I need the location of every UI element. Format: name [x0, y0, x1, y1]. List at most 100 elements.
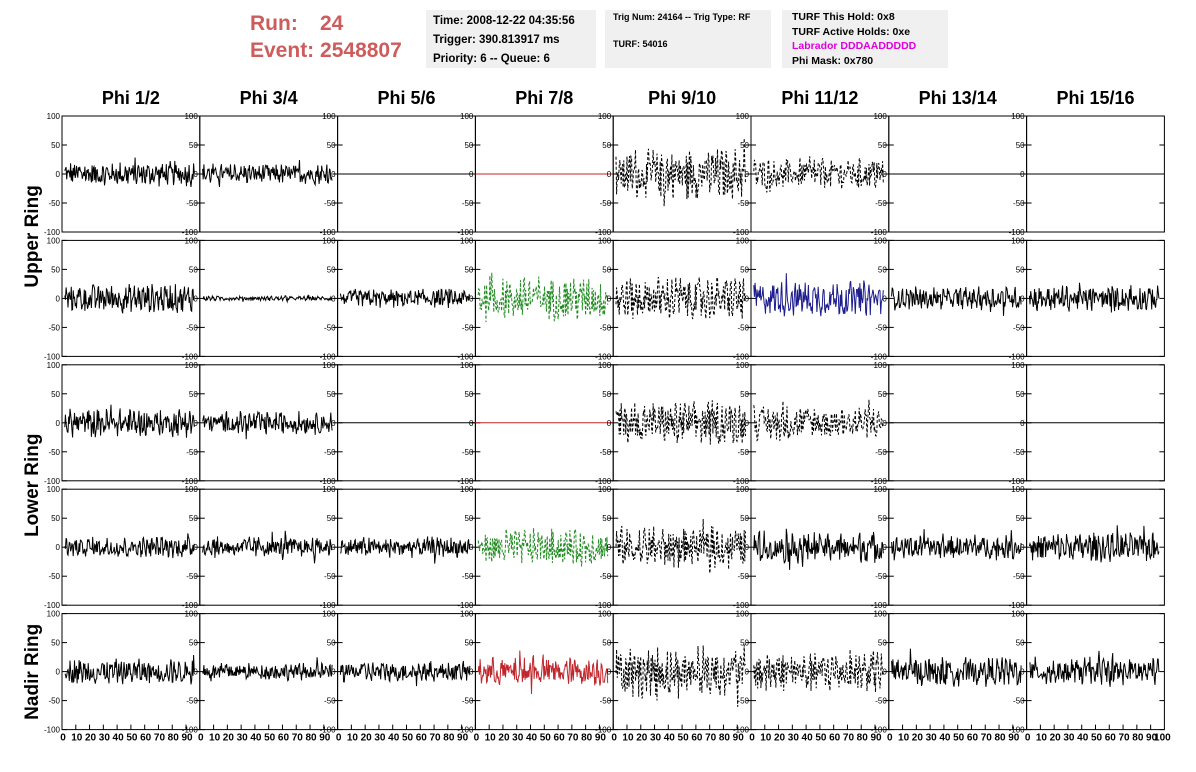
- y-tick-label: 0: [56, 419, 61, 428]
- y-tick-label: 0: [56, 668, 61, 677]
- x-tick-label: 60: [416, 733, 428, 744]
- waveform-trace: [64, 533, 195, 559]
- y-tick-label: 0: [1020, 668, 1025, 677]
- x-tick-label: 90: [457, 733, 469, 744]
- waveform-panel: -100 -50 0 50 100: [871, 236, 1028, 361]
- y-tick-label: -100: [44, 228, 61, 237]
- y-tick-label: 50: [327, 141, 336, 150]
- y-tick-label: 100: [47, 112, 61, 121]
- x-tick-label: 0: [336, 733, 342, 744]
- column-header: Phi 1/2: [102, 88, 160, 108]
- y-tick-label: 100: [322, 485, 336, 494]
- y-tick-label: -50: [875, 697, 887, 706]
- x-tick-label: 80: [719, 733, 731, 744]
- y-tick-label: -50: [737, 697, 749, 706]
- y-tick-label: -50: [324, 448, 336, 457]
- y-tick-label: -50: [462, 572, 474, 581]
- x-tick-label: 20: [774, 733, 786, 744]
- y-tick-label: -50: [737, 448, 749, 457]
- waveform-panel: -100 -50 0 50 100: [182, 236, 339, 361]
- waveform-trace: [1029, 650, 1160, 687]
- waveform-panel: -100 -50 0 50 100: [182, 112, 339, 237]
- y-tick-label: -100: [595, 228, 612, 237]
- x-tick-label: 90: [870, 733, 882, 744]
- y-tick-label: 50: [327, 265, 336, 274]
- y-tick-label: 50: [189, 265, 198, 274]
- y-tick-label: 50: [51, 265, 60, 274]
- waveform-panel: -100 -50 0 50 100: [182, 361, 339, 486]
- waveform-trace: [753, 528, 884, 570]
- y-tick-label: 50: [740, 514, 749, 523]
- y-tick-label: -50: [324, 199, 336, 208]
- y-tick-label: -100: [871, 228, 888, 237]
- x-tick-label: 20: [223, 733, 235, 744]
- x-tick-label: 80: [168, 733, 180, 744]
- x-tick-label: 0: [198, 733, 204, 744]
- y-tick-label: 0: [193, 294, 198, 303]
- waveform-panel: -100 -50 0 50 100: [595, 361, 752, 486]
- y-tick-label: -100: [871, 352, 888, 361]
- waveform-trace: [891, 648, 1022, 687]
- y-tick-label: 100: [460, 236, 474, 245]
- x-tick-label: 70: [843, 733, 855, 744]
- y-tick-label: 50: [602, 514, 611, 523]
- y-tick-label: -100: [733, 601, 750, 610]
- x-tick-label: 90: [733, 733, 745, 744]
- y-tick-label: -100: [733, 228, 750, 237]
- y-tick-label: 50: [602, 265, 611, 274]
- waveform-panel: -100 -50 0 50 100: [733, 361, 890, 486]
- waveform-panel: -100 -50 0 50 100: [320, 361, 476, 486]
- y-tick-label: -50: [875, 572, 887, 581]
- x-tick-label: 90: [181, 733, 193, 744]
- waveform-trace: [615, 138, 746, 207]
- y-tick-label: 100: [184, 610, 198, 619]
- column-header: Phi 11/12: [781, 88, 858, 108]
- y-tick-label: 0: [882, 543, 887, 552]
- y-tick-label: -100: [595, 352, 612, 361]
- x-tick-label: 50: [815, 733, 827, 744]
- y-tick-label: 50: [51, 141, 60, 150]
- y-tick-label: 50: [602, 390, 611, 399]
- y-tick-label: -100: [1009, 601, 1026, 610]
- y-tick-label: 0: [469, 419, 474, 428]
- y-tick-label: -100: [733, 352, 750, 361]
- y-tick-label: 0: [882, 668, 887, 677]
- column-header: Phi 13/14: [919, 88, 997, 108]
- waveform-panel: -100 -50 0 50 100: [320, 236, 476, 361]
- panel-frame: [612, 115, 752, 233]
- waveform-panel: -100 -50 0 50 100: [44, 236, 201, 361]
- waveform-panel: -100 -50 0 50 100: [44, 485, 201, 610]
- x-tick-label: 90: [595, 733, 607, 744]
- y-tick-label: 50: [189, 639, 198, 648]
- y-tick-label: -50: [600, 323, 612, 332]
- waveform-panel: -100 -50 0 50 100: [595, 236, 752, 361]
- y-tick-label: -50: [186, 572, 198, 581]
- column-header: Phi 3/4: [240, 88, 298, 108]
- x-tick-label: 40: [1077, 733, 1089, 744]
- y-tick-label: -50: [48, 697, 60, 706]
- waveform-trace: [339, 288, 471, 309]
- y-tick-label: 50: [464, 639, 473, 648]
- x-tick-label: 100: [1154, 733, 1171, 744]
- x-tick-label: 10: [622, 733, 634, 744]
- x-tick-label: 40: [939, 733, 951, 744]
- x-tick-label: 80: [305, 733, 317, 744]
- waveform-trace: [477, 272, 609, 323]
- run-value: 24: [320, 12, 344, 35]
- y-tick-label: -50: [600, 697, 612, 706]
- y-tick-label: 100: [184, 112, 198, 121]
- y-tick-label: -50: [48, 323, 60, 332]
- y-tick-label: -50: [462, 199, 474, 208]
- y-tick-label: 100: [184, 361, 198, 370]
- x-tick-label: 20: [498, 733, 510, 744]
- y-tick-label: -100: [182, 726, 199, 735]
- y-tick-label: 50: [51, 390, 60, 399]
- y-tick-label: 100: [184, 485, 198, 494]
- y-tick-label: 100: [184, 236, 198, 245]
- x-tick-label: 70: [154, 733, 166, 744]
